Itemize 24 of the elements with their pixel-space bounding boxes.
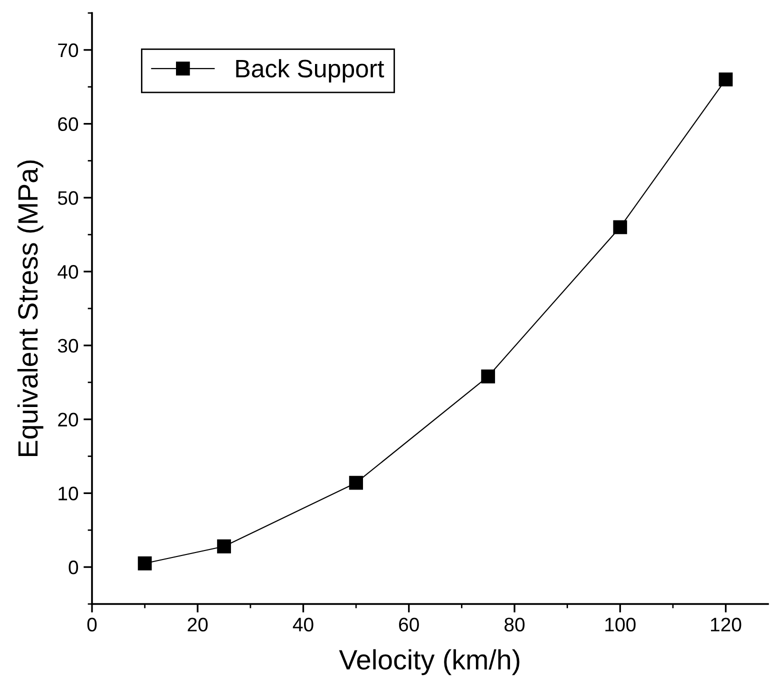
- legend-label: Back Support: [236, 59, 384, 82]
- y-tick-label: 70: [58, 43, 78, 58]
- point: [138, 556, 152, 570]
- y-tick-label: 0: [68, 560, 78, 574]
- y-tick-label: 20: [58, 412, 78, 427]
- y-tick-label: 40: [58, 265, 78, 279]
- y-tick-label: 60: [58, 117, 78, 132]
- point: [718, 72, 733, 86]
- x-tick-label: 60: [399, 618, 419, 632]
- x-tick-label: 20: [188, 618, 208, 632]
- point: [349, 476, 364, 490]
- y-tick-label: 30: [58, 338, 78, 353]
- point: [481, 370, 496, 384]
- point: [217, 539, 231, 554]
- y-tick-label: 50: [58, 191, 78, 205]
- x-tick-label: 120: [711, 618, 742, 632]
- x-tick-label: 40: [292, 618, 314, 632]
- x-tick-label: 80: [504, 618, 525, 632]
- x-tick-label: 100: [605, 618, 636, 632]
- x-tick-label: 0: [87, 618, 97, 632]
- y-axis-title: Equivalent Stress (MPa): [17, 160, 44, 456]
- point: [613, 220, 628, 234]
- y-tick-label: 10: [58, 486, 78, 500]
- x-axis-title: Velocity (km/h): [339, 649, 520, 676]
